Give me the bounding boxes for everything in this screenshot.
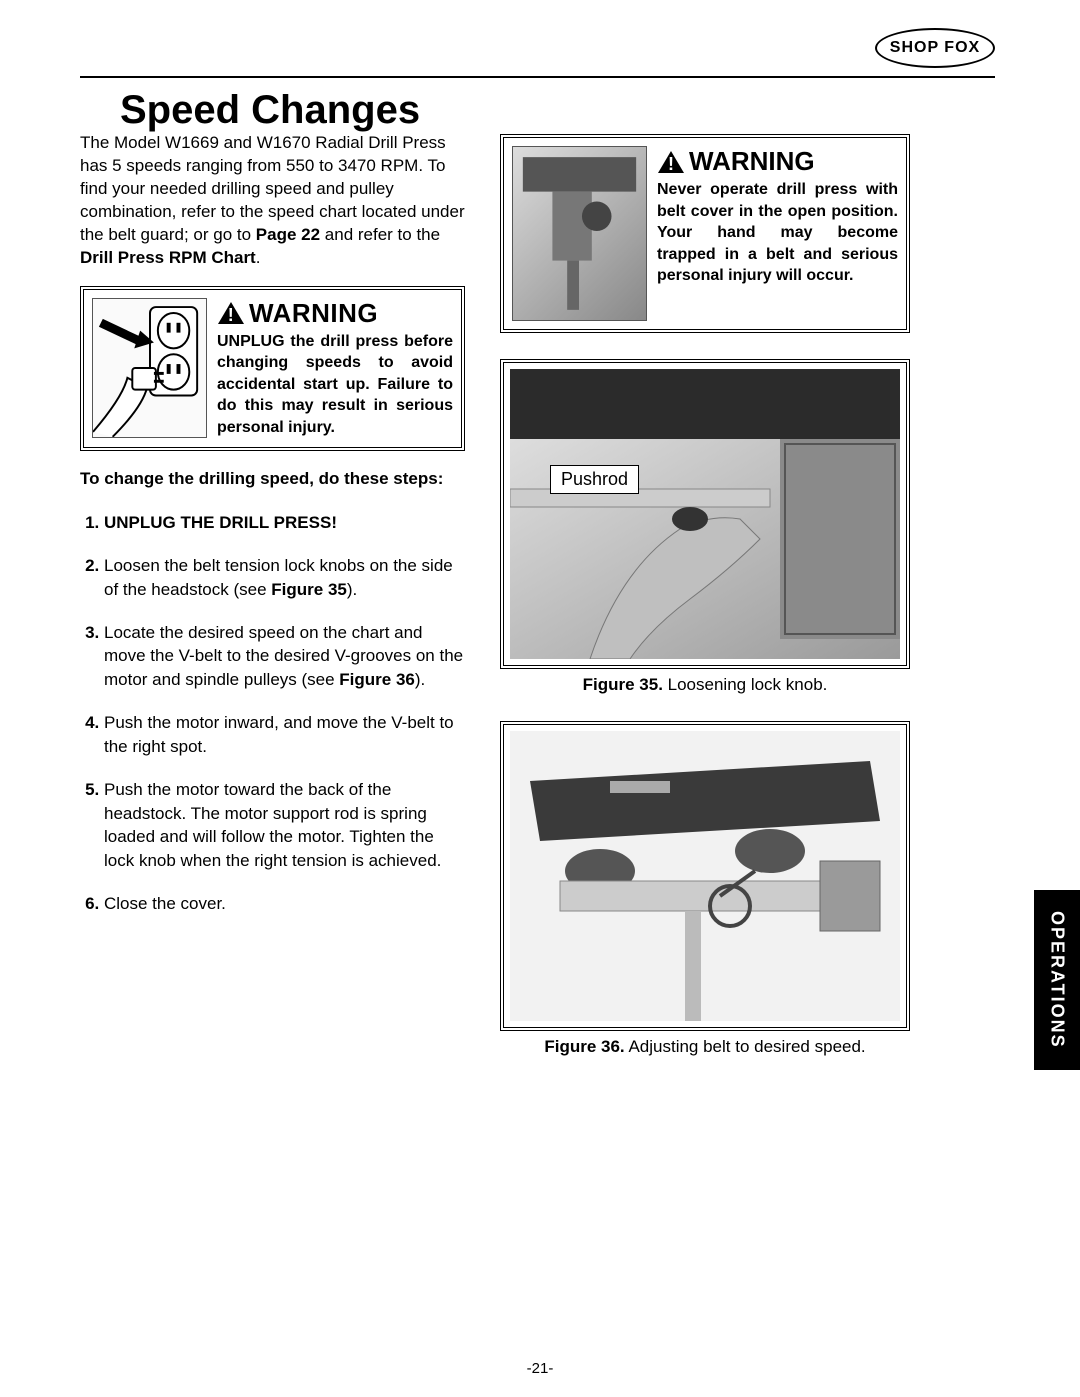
- warning-2-text: ! WARNING Never operate drill press with…: [657, 146, 898, 287]
- step-3: Locate the desired speed on the chart an…: [104, 621, 465, 691]
- step-6-text: Close the cover.: [104, 894, 226, 913]
- figure-36-caption-rest: Adjusting belt to desired speed.: [625, 1037, 866, 1056]
- step-2-tail: ).: [347, 580, 357, 599]
- warning-triangle-icon: !: [657, 150, 685, 174]
- svg-text:!: !: [668, 154, 674, 174]
- step-3-tail: ).: [415, 670, 425, 689]
- figure-36-caption: Figure 36. Adjusting belt to desired spe…: [500, 1037, 910, 1057]
- warning-1-heading-text: WARNING: [249, 298, 378, 329]
- steps-list: UNPLUG THE DRILL PRESS! Loosen the belt …: [80, 511, 465, 916]
- figure-36-caption-bold: Figure 36.: [544, 1037, 624, 1056]
- warning-box-cover: ! WARNING Never operate drill press with…: [500, 134, 910, 333]
- step-1: UNPLUG THE DRILL PRESS!: [104, 511, 465, 534]
- figure-36-image: [510, 731, 900, 1021]
- right-column: ! WARNING Never operate drill press with…: [500, 134, 910, 1057]
- svg-text:!: !: [228, 305, 235, 325]
- step-2-ref: Figure 35: [271, 580, 347, 599]
- page-title: Speed Changes: [120, 88, 420, 133]
- warning-2-heading: ! WARNING: [657, 146, 898, 177]
- figure-36-box: [500, 721, 910, 1031]
- warning-2-heading-text: WARNING: [689, 146, 815, 177]
- drill-press-thumb: [512, 146, 647, 321]
- step-4: Push the motor inward, and move the V-be…: [104, 711, 465, 758]
- intro-page-ref: Page 22: [256, 225, 320, 244]
- figure-35-caption-rest: Loosening lock knob.: [663, 675, 827, 694]
- step-4-text: Push the motor inward, and move the V-be…: [104, 713, 454, 755]
- step-3-ref: Figure 36: [339, 670, 415, 689]
- figure-35-caption: Figure 35. Loosening lock knob.: [500, 675, 910, 695]
- warning-triangle-icon: !: [217, 301, 245, 325]
- step-2: Loosen the belt tension lock knobs on th…: [104, 554, 465, 601]
- intro-text-3: .: [256, 248, 261, 267]
- warning-1-text: ! WARNING UNPLUG the drill press before …: [217, 298, 453, 439]
- figure-35-image: Pushrod: [510, 369, 900, 659]
- figure-35-box: Pushrod: [500, 359, 910, 669]
- intro-chart-ref: Drill Press RPM Chart: [80, 248, 256, 267]
- step-5: Push the motor toward the back of the he…: [104, 778, 465, 872]
- section-tab: OPERATIONS: [1034, 890, 1080, 1070]
- pushrod-label: Pushrod: [550, 465, 639, 494]
- figure-35-caption-bold: Figure 35.: [583, 675, 663, 694]
- step-5-text: Push the motor toward the back of the he…: [104, 780, 441, 869]
- brand-logo: SHOP FOX: [875, 28, 995, 68]
- step-6: Close the cover.: [104, 892, 465, 915]
- steps-intro: To change the drilling speed, do these s…: [80, 469, 465, 489]
- step-1-text: UNPLUG THE DRILL PRESS!: [104, 513, 337, 532]
- warning-box-unplug: ! WARNING UNPLUG the drill press before …: [80, 286, 465, 451]
- warning-1-heading: ! WARNING: [217, 298, 453, 329]
- page-number: -21-: [0, 1360, 1080, 1377]
- left-column: The Model W1669 and W1670 Radial Drill P…: [80, 132, 465, 935]
- header-rule: [80, 76, 995, 78]
- unplug-illustration: [92, 298, 207, 438]
- warning-2-body: Never operate drill press with belt cove…: [657, 179, 898, 287]
- warning-1-body: UNPLUG the drill press before changing s…: [217, 331, 453, 439]
- intro-paragraph: The Model W1669 and W1670 Radial Drill P…: [80, 132, 465, 270]
- intro-text-2: and refer to the: [320, 225, 440, 244]
